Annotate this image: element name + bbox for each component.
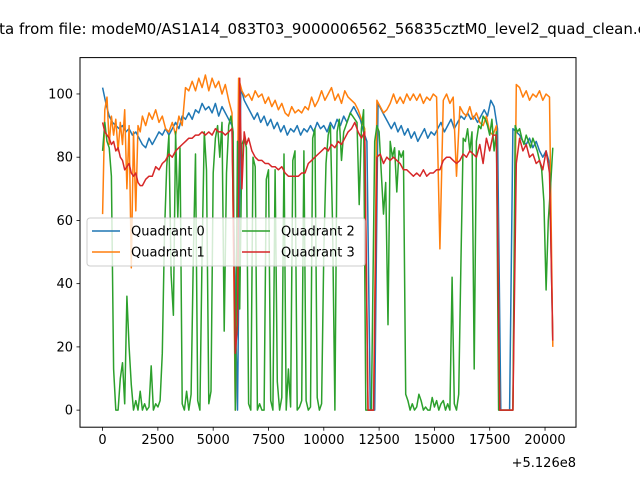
series-line-quadrant-2 [101, 109, 554, 411]
x-tick-label: 7500 [252, 433, 285, 448]
y-tick-label: 100 [48, 87, 73, 102]
legend-label-quadrant-0: Quadrant 0 [131, 225, 205, 240]
x-axis: 0 2500 5000 7500 10000 12500 15000 17500 20000 [98, 427, 566, 448]
chart-title: Data from file: modeM0/AS1A14_083T03_900… [0, 20, 640, 39]
x-tick-label: 10000 [303, 433, 344, 448]
y-tick-label: 80 [56, 151, 73, 166]
y-tick-label: 60 [56, 214, 73, 229]
axes-frame [79, 57, 577, 428]
x-tick-label: 5000 [197, 433, 230, 448]
y-tick-label: 40 [56, 277, 73, 292]
legend: Quadrant 0 Quadrant 1 Quadrant 2 Quadrant 3 [86, 217, 366, 267]
x-tick-label: 17500 [469, 433, 510, 448]
y-tick-label: 0 [65, 404, 73, 419]
y-tick-label: 20 [56, 340, 73, 355]
series-line-quadrant-3 [101, 77, 554, 411]
x-tick-label: 12500 [358, 433, 399, 448]
x-tick-label: 15000 [414, 433, 455, 448]
x-tick-label: 20000 [524, 433, 565, 448]
legend-label-quadrant-2: Quadrant 2 [281, 225, 355, 240]
series-layer [101, 74, 554, 411]
y-axis: 0 20 40 60 80 100 [48, 87, 80, 419]
legend-label-quadrant-3: Quadrant 3 [281, 246, 355, 261]
x-axis-offset-label: +5.126e8 [512, 456, 576, 471]
x-tick-label: 2500 [141, 433, 174, 448]
series-line-quadrant-1 [101, 74, 554, 411]
legend-label-quadrant-1: Quadrant 1 [131, 246, 205, 261]
legend-box [86, 217, 366, 267]
x-tick-label: 0 [98, 433, 106, 448]
